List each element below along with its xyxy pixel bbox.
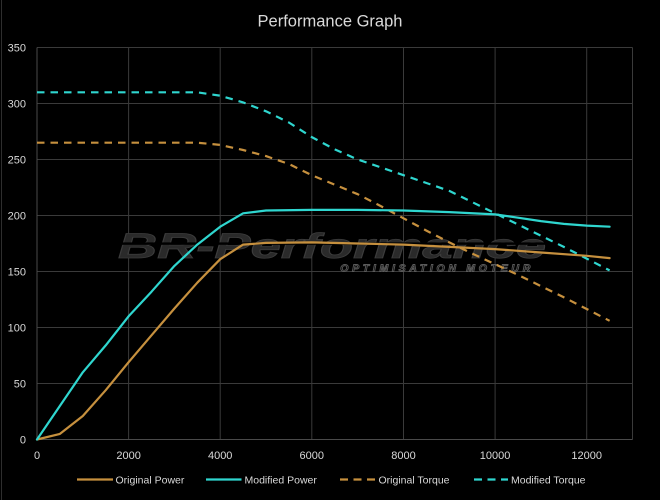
svg-text:2000: 2000 (116, 450, 140, 462)
svg-text:8000: 8000 (391, 450, 415, 462)
svg-text:10000: 10000 (480, 450, 511, 462)
svg-text:0: 0 (20, 435, 26, 447)
svg-text:100: 100 (8, 323, 26, 335)
svg-text:0: 0 (34, 450, 40, 462)
svg-text:BR-Performance: BR-Performance (118, 227, 546, 266)
svg-text:350: 350 (8, 43, 26, 55)
svg-text:4000: 4000 (208, 450, 232, 462)
svg-text:Modified Power: Modified Power (245, 475, 318, 487)
svg-text:300: 300 (8, 99, 26, 111)
svg-text:Original Power: Original Power (116, 475, 185, 487)
svg-text:250: 250 (8, 155, 26, 167)
svg-text:OPTIMISATION MOTEUR: OPTIMISATION MOTEUR (340, 263, 534, 275)
svg-text:Original Torque: Original Torque (379, 475, 450, 487)
svg-text:Performance Graph: Performance Graph (258, 13, 403, 31)
svg-text:50: 50 (14, 379, 26, 391)
svg-text:6000: 6000 (300, 450, 324, 462)
svg-text:Modified Torque: Modified Torque (511, 475, 586, 487)
svg-text:150: 150 (8, 267, 26, 279)
svg-text:12000: 12000 (571, 450, 602, 462)
svg-text:200: 200 (8, 211, 26, 223)
